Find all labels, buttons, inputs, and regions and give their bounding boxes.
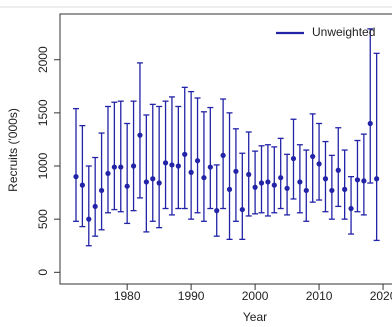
point <box>150 176 156 182</box>
point <box>374 176 380 182</box>
point <box>73 174 79 180</box>
point <box>182 151 188 157</box>
y-tick-label: 2000 <box>36 46 50 73</box>
point <box>214 208 220 214</box>
point <box>92 203 98 210</box>
point <box>367 120 373 127</box>
point <box>220 152 226 158</box>
point <box>265 179 271 185</box>
point <box>201 175 207 181</box>
plot-frame <box>59 13 392 285</box>
point <box>86 216 92 222</box>
point <box>252 184 258 190</box>
point <box>124 183 130 189</box>
point <box>188 169 194 175</box>
point <box>284 185 290 191</box>
point <box>111 164 117 170</box>
point <box>130 163 137 169</box>
point <box>246 171 252 178</box>
point <box>258 180 265 186</box>
point <box>329 187 335 194</box>
x-tick-label: 1980 <box>114 289 141 303</box>
point <box>118 164 124 170</box>
x-tick-label: 1990 <box>178 289 205 303</box>
point <box>278 175 284 181</box>
point <box>105 170 111 177</box>
point <box>348 205 354 212</box>
y-tick-label: 0 <box>36 269 50 276</box>
point <box>316 161 322 167</box>
point <box>271 182 277 188</box>
point <box>156 180 162 186</box>
point <box>162 160 169 166</box>
point <box>354 177 361 183</box>
y-axis-label: Recruits ('000s) <box>6 108 20 192</box>
point <box>79 182 85 188</box>
y-tick-label: 1500 <box>36 99 50 126</box>
point <box>342 186 348 192</box>
y-tick-label: 1000 <box>36 152 50 179</box>
point <box>335 167 341 173</box>
point <box>239 206 245 213</box>
y-tick-label: 500 <box>36 209 50 229</box>
point <box>194 158 201 164</box>
point <box>322 176 329 182</box>
point <box>290 155 297 162</box>
point <box>175 163 181 169</box>
x-tick-label: 2020 <box>370 289 392 303</box>
point <box>98 187 105 194</box>
point <box>310 153 316 160</box>
point <box>233 168 239 174</box>
x-axis-label: Year <box>243 310 267 324</box>
x-tick-label: 2000 <box>242 289 269 303</box>
point <box>303 187 309 194</box>
point <box>297 179 303 185</box>
legend-label: Unweighted <box>312 25 375 39</box>
point <box>169 162 175 168</box>
point <box>226 186 233 192</box>
point <box>361 178 367 184</box>
point <box>207 164 213 170</box>
x-tick-label: 2010 <box>306 289 333 303</box>
point <box>137 132 143 138</box>
point <box>143 179 149 185</box>
